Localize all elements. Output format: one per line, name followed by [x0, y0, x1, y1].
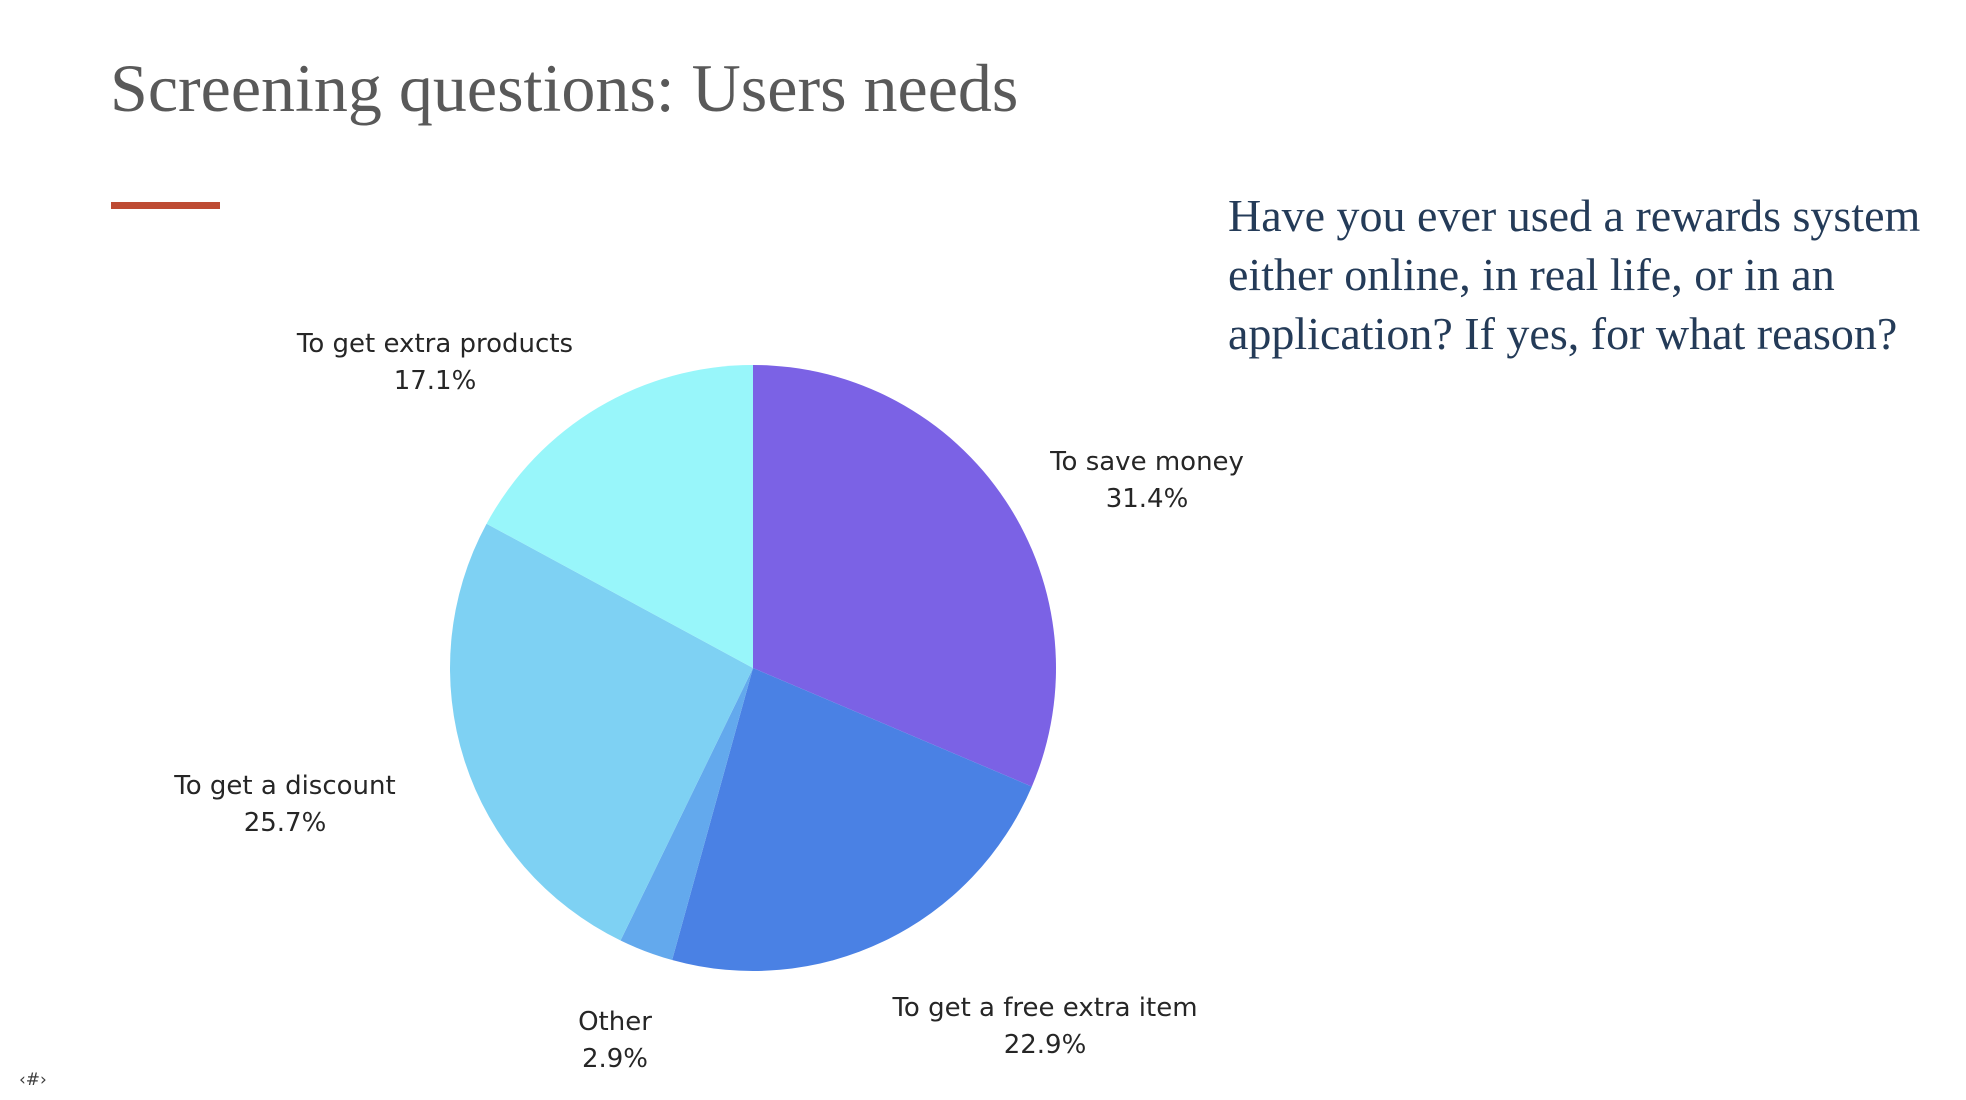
pie-slice-to-save-money: [753, 365, 1057, 787]
question-line: either online, in real life, or in an: [1228, 249, 1835, 300]
pie-label-percent: 25.7%: [243, 808, 327, 838]
question-text-block: Have you ever used a rewards system eith…: [1228, 186, 1966, 363]
pie-label-to-save-money: To save money 31.4%: [1050, 444, 1244, 518]
pie-label-percent: 17.1%: [393, 366, 477, 396]
pie-slice-to-get-a-free-extra-item: [672, 668, 1032, 972]
pie-label-to-get-a-free-extra-item: To get a free extra item 22.9%: [892, 990, 1197, 1064]
pie-label-other: Other 2.9%: [578, 1004, 652, 1078]
pie-label-to-get-extra-products: To get extra products 17.1%: [297, 326, 573, 400]
pie-slice-other: [620, 668, 753, 961]
pie-label-percent: 31.4%: [1105, 484, 1189, 514]
title-accent-bar: [111, 202, 220, 209]
question-line: application? If yes, for what reason?: [1228, 308, 1898, 359]
pie-label-name: To get extra products: [296, 329, 574, 359]
pie-label-name: To get a free extra item: [892, 993, 1198, 1023]
pie-label-name: Other: [578, 1007, 652, 1037]
pie-slice-to-get-a-discount: [450, 523, 753, 941]
slide-title: Screening questions: Users needs: [110, 50, 1019, 126]
pie-slice-to-get-extra-products: [486, 365, 753, 668]
pie-label-to-get-a-discount: To get a discount 25.7%: [174, 768, 395, 842]
pie-label-name: To save money: [1050, 447, 1244, 477]
pie-label-percent: 2.9%: [581, 1044, 649, 1074]
question-line: Have you ever used a rewards system: [1228, 190, 1921, 241]
pie-label-percent: 22.9%: [1003, 1030, 1087, 1060]
pie-label-name: To get a discount: [174, 771, 396, 801]
slide-number-placeholder: ‹#›: [19, 1070, 47, 1090]
